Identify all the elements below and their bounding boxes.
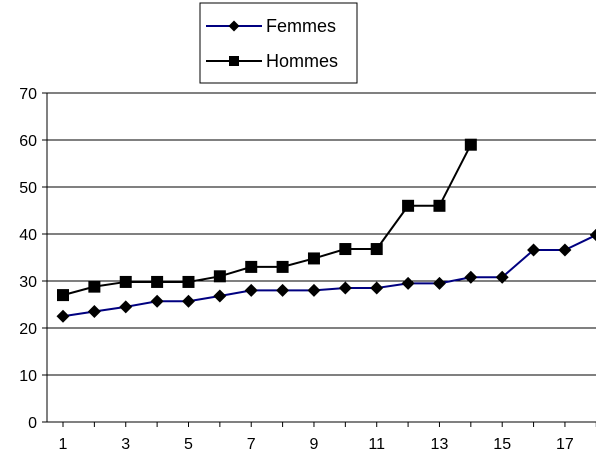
- point-hommes-8: [276, 260, 289, 273]
- point-hommes-9: [307, 252, 320, 265]
- point-femmes-3: [119, 300, 133, 314]
- point-hommes-2: [88, 280, 101, 293]
- point-hommes-5: [182, 275, 195, 288]
- y-tick-label-10: 10: [19, 368, 37, 385]
- point-femmes-16: [527, 243, 541, 257]
- point-hommes-1: [57, 289, 69, 302]
- x-tick-label-5: 5: [184, 436, 193, 453]
- point-femmes-17: [558, 243, 572, 257]
- x-tick-label-1: 1: [59, 436, 68, 453]
- point-hommes-14: [464, 138, 477, 151]
- y-tick-label-40: 40: [19, 227, 37, 244]
- y-tick-label-0: 0: [28, 415, 37, 432]
- legend-box: [199, 2, 358, 84]
- point-hommes-4: [151, 275, 164, 288]
- point-femmes-11: [370, 281, 384, 295]
- point-femmes-18: [589, 228, 596, 242]
- legend-marker-hommes: [229, 56, 239, 66]
- legend: Femmes Hommes: [199, 2, 358, 84]
- point-hommes-12: [402, 199, 415, 212]
- x-tick-label-9: 9: [310, 436, 319, 453]
- y-tick-label-70: 70: [19, 86, 37, 103]
- point-hommes-3: [119, 275, 132, 288]
- axes: [46, 93, 596, 423]
- gridlines: [47, 92, 596, 376]
- x-tick-label-13: 13: [431, 436, 449, 453]
- point-femmes-13: [432, 276, 446, 290]
- y-tick-label-50: 50: [19, 180, 37, 197]
- point-femmes-2: [87, 305, 101, 319]
- point-femmes-4: [150, 294, 164, 308]
- point-femmes-9: [307, 283, 321, 297]
- y-tick-label-20: 20: [19, 321, 37, 338]
- point-femmes-6: [213, 289, 227, 303]
- series-line-femmes: [62, 234, 596, 318]
- point-hommes-11: [370, 243, 383, 256]
- legend-label-femmes: Femmes: [266, 16, 336, 36]
- x-axis-ticks: 1 3 5 7 9 11 13 15 17: [59, 422, 596, 453]
- point-femmes-1: [56, 309, 70, 323]
- point-hommes-10: [339, 243, 352, 256]
- point-femmes-15: [495, 270, 509, 284]
- y-tick-label-30: 30: [19, 274, 37, 291]
- x-tick-label-7: 7: [247, 436, 256, 453]
- point-hommes-13: [433, 199, 446, 212]
- point-femmes-14: [464, 270, 478, 284]
- x-tick-label-3: 3: [121, 436, 130, 453]
- series-group: [56, 138, 596, 323]
- x-tick-label-17: 17: [556, 436, 574, 453]
- x-tick-label-15: 15: [493, 436, 511, 453]
- point-femmes-7: [244, 283, 258, 297]
- point-femmes-12: [401, 276, 415, 290]
- point-hommes-6: [213, 270, 226, 283]
- legend-marker-femmes: [228, 20, 240, 32]
- legend-label-hommes: Hommes: [266, 51, 338, 71]
- point-hommes-7: [245, 260, 258, 273]
- x-tick-label-11: 11: [368, 436, 385, 453]
- point-femmes-8: [276, 283, 290, 297]
- point-femmes-10: [338, 281, 352, 295]
- point-femmes-5: [181, 294, 195, 308]
- y-axis-ticks: 0 10 20 30 40 50 60 70: [19, 86, 47, 432]
- y-tick-label-60: 60: [19, 133, 37, 150]
- series-line-hommes: [62, 144, 472, 297]
